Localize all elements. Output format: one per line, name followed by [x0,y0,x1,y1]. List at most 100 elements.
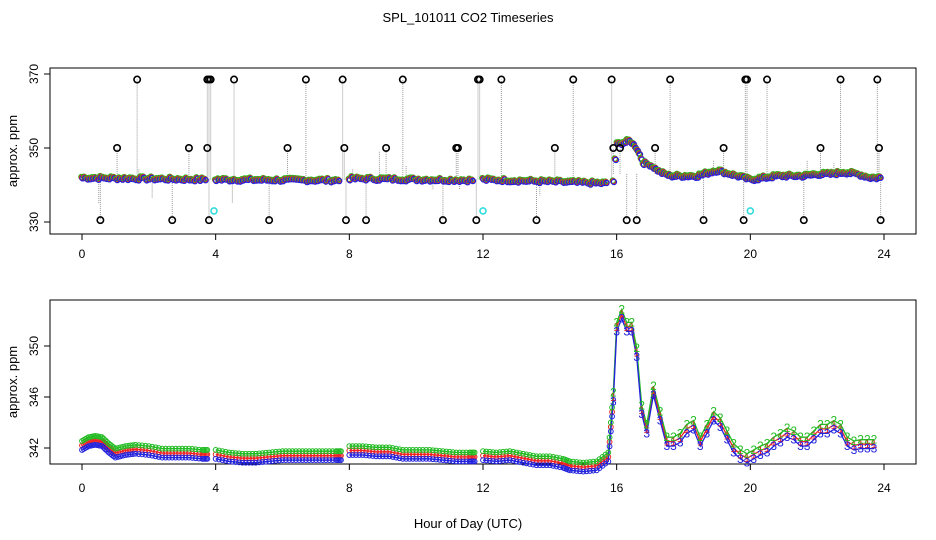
bottom-data-point [526,452,533,458]
bottom-data-point [176,454,182,461]
bottom-data-point [607,419,614,426]
bottom-data-point [486,457,493,464]
bottom-data-point [279,457,286,464]
bottom-series-label: 2 [737,443,744,457]
bottom-data-point [104,439,110,445]
bottom-data-point [453,449,460,456]
bottom-data-point [369,453,376,459]
bottom-data-point [316,448,323,455]
bottom-data-point [583,459,590,466]
bottom-data-point [523,451,530,458]
bottom-data-point [383,444,389,451]
bottom-data-point [152,444,159,451]
bottom-data-point [386,444,393,451]
top-outlier-point [873,75,882,84]
top-cyan-point [746,207,755,215]
top-outlier-point [453,144,462,153]
top-outlier-point [133,75,142,84]
bottom-data-point [192,455,199,462]
bottom-series-label: 2 [704,417,711,431]
bottom-data-point [130,451,136,457]
bottom-x-tick-label: 8 [346,481,353,495]
bottom-data-point [583,468,590,475]
bottom-series-label: 1 [628,320,635,334]
bottom-series-label: 3 [864,442,871,456]
bottom-data-point [159,454,166,461]
bottom-data-point [399,455,406,462]
bottom-series-label: 2 [744,447,751,461]
bottom-data-point [513,449,520,456]
bottom-series-label: 1 [717,416,724,430]
bottom-data-point [533,462,540,469]
bottom-data-point [580,459,587,466]
bottom-series-label: 2 [670,430,677,444]
bottom-data-point [182,445,189,452]
bottom-data-point [530,461,537,468]
bottom-data-point [403,447,410,453]
bottom-data-point [266,449,273,456]
bottom-series-label: 3 [618,312,625,326]
bottom-data-point [149,443,156,450]
bottom-data-point [338,448,344,455]
bottom-series-label: 1 [764,441,771,455]
bottom-data-point [189,446,196,452]
top-cyan-point [210,207,218,215]
top-outlier-point [836,75,845,84]
bottom-data-point [172,454,179,461]
top-outlier-point [874,144,883,153]
bottom-data-point [556,464,563,471]
bottom-data-point [162,445,169,452]
bottom-data-point [406,447,413,453]
bottom-data-point [309,457,316,464]
bottom-data-point [383,453,389,460]
bottom-data-point [306,448,313,455]
bottom-data-point [556,455,563,462]
top-data-marks [78,75,885,225]
bottom-data-point [506,457,513,464]
top-axes: 0 4 8 12 16 20 24 330 350 370 [27,64,891,261]
bottom-data-point [130,442,136,449]
bottom-data-point [607,428,614,435]
top-outlier-point [283,144,292,153]
top-data-point [603,179,610,187]
bottom-data-point [416,447,423,453]
bottom-data-point [363,452,369,459]
bottom-data-point [296,457,303,464]
top-outlier-point [338,75,347,84]
bottom-series-label: 3 [790,433,797,447]
bottom-data-point [346,443,353,449]
bottom-series-label: 3 [697,439,704,453]
bottom-data-point [139,442,146,449]
bottom-series-label: 1 [750,447,757,461]
bottom-series-label: 2 [844,430,851,444]
bottom-series-label: 3 [633,350,640,364]
bottom-data-point [222,448,229,455]
bottom-series-label: 1 [657,409,664,423]
top-x-tick-label: 0 [79,247,86,261]
bottom-data-point [590,458,597,465]
bottom-x-tick-label: 0 [79,481,86,495]
bottom-data-point [359,443,366,449]
bottom-data-point [440,448,446,455]
bottom-data-point [155,445,162,451]
bottom-data-point [313,448,319,455]
bottom-data-point [496,449,503,456]
bottom-data-point [520,459,526,466]
bottom-series-label: 2 [650,379,657,393]
bottom-series-label: 2 [864,433,871,447]
bottom-series-label: 3 [764,445,771,459]
bottom-data-point [540,462,547,469]
top-outlier-point [184,144,193,153]
top-x-tick-label: 24 [877,247,891,261]
bottom-data-point [279,448,286,455]
bottom-series-label: 1 [757,444,764,458]
bottom-data-point [229,458,236,465]
bottom-data-point [142,442,149,449]
top-outlier-point [651,144,660,153]
bottom-data-point [490,458,496,464]
bottom-data-point [486,448,493,455]
bottom-series-label: 3 [777,435,784,449]
bottom-series-label: 3 [710,414,717,428]
bottom-series-label: 2 [857,433,864,447]
bottom-data-point [403,455,410,462]
